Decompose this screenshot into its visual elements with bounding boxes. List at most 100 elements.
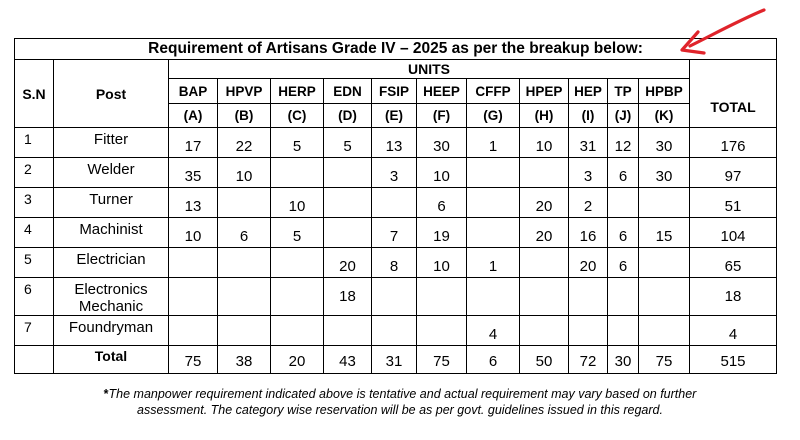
row-value-edn (323, 217, 372, 248)
table-row: 1 Fitter 17 22 5 5 13 30 1 10 31 12 30 176 (14, 127, 778, 158)
row-value-tp (607, 315, 639, 346)
total-value-herp: 20 (270, 345, 324, 374)
row-sn: 4 (14, 217, 54, 248)
row-value-hpvp: 6 (217, 217, 271, 248)
row-post: Turner (53, 187, 169, 218)
unit-code-fsip: (E) (371, 103, 417, 128)
row-sn: 3 (14, 187, 54, 218)
row-value-hpvp: 10 (217, 157, 271, 188)
unit-code-row: (A) (B) (C) (D) (E) (F) (G) (H) (I) (J) (K) (15, 103, 777, 128)
row-value-hpep: 20 (519, 217, 569, 248)
unit-name-bap: BAP (168, 78, 218, 104)
total-row-label: Total (53, 345, 169, 374)
footnote-asterisk: * (103, 387, 109, 401)
row-value-herp (270, 277, 324, 316)
row-value-fsip: 7 (371, 217, 417, 248)
unit-name-cffp: CFFP (466, 78, 520, 104)
row-value-herp (270, 315, 324, 346)
total-value-hpvp: 38 (217, 345, 271, 374)
row-value-herp: 5 (270, 127, 324, 158)
row-value-heep (416, 277, 467, 316)
row-value-hpvp (217, 187, 271, 218)
total-value-hpbp: 75 (638, 345, 690, 374)
row-value-heep: 19 (416, 217, 467, 248)
unit-code-hep: (I) (568, 103, 608, 128)
row-post: Foundryman (53, 315, 169, 346)
row-value-bap: 35 (168, 157, 218, 188)
table-body: 1 Fitter 17 22 5 5 13 30 1 10 31 12 30 176 2 Welder 35 10… (14, 127, 778, 374)
row-value-cffp (466, 277, 520, 316)
row-value-hep: 3 (568, 157, 608, 188)
table-row: 6 Electronics Mechanic 18 18 (14, 277, 778, 316)
row-value-edn: 5 (323, 127, 372, 158)
total-value-fsip: 31 (371, 345, 417, 374)
row-value-bap: 17 (168, 127, 218, 158)
row-post: Machinist (53, 217, 169, 248)
row-value-edn (323, 315, 372, 346)
total-value-hpep: 50 (519, 345, 569, 374)
footnote-text: The manpower requirement indicated above… (108, 387, 697, 417)
units-header: UNITS (168, 59, 690, 79)
row-value-tp: 12 (607, 127, 639, 158)
row-value-cffp (466, 157, 520, 188)
row-value-hpbp (638, 247, 690, 278)
row-value-bap (168, 277, 218, 316)
row-post: Fitter (53, 127, 169, 158)
row-total: 51 (688, 187, 778, 218)
unit-code-bap: (A) (168, 103, 218, 128)
row-value-herp: 10 (270, 187, 324, 218)
row-value-tp (607, 277, 639, 316)
row-post: Electronics Mechanic (53, 277, 169, 316)
row-value-hep: 20 (568, 247, 608, 278)
table-row: 7 Foundryman 4 4 (14, 315, 778, 346)
unit-name-hpep: HPEP (519, 78, 569, 104)
row-value-hpbp (638, 187, 690, 218)
total-value-bap: 75 (168, 345, 218, 374)
row-post: Electrician (53, 247, 169, 278)
grand-total: 515 (688, 345, 778, 374)
row-sn: 1 (14, 127, 54, 158)
row-value-hpvp (217, 315, 271, 346)
row-value-fsip: 3 (371, 157, 417, 188)
row-value-bap: 10 (168, 217, 218, 248)
unit-name-herp: HERP (270, 78, 324, 104)
row-value-hpvp: 22 (217, 127, 271, 158)
row-value-fsip: 13 (371, 127, 417, 158)
row-value-herp: 5 (270, 217, 324, 248)
row-sn: 6 (14, 277, 54, 316)
total-value-cffp: 6 (466, 345, 520, 374)
unit-name-row: BAP HPVP HERP EDN FSIP HEEP CFFP HPEP HEP TP HPBP (15, 78, 777, 104)
row-total: 65 (688, 247, 778, 278)
row-total: 97 (688, 157, 778, 188)
row-value-fsip (371, 315, 417, 346)
row-value-hep: 2 (568, 187, 608, 218)
row-value-fsip (371, 187, 417, 218)
row-value-tp: 6 (607, 247, 639, 278)
unit-code-tp: (J) (607, 103, 639, 128)
row-value-cffp (466, 187, 520, 218)
row-value-heep: 30 (416, 127, 467, 158)
unit-name-hep: HEP (568, 78, 608, 104)
row-value-bap (168, 247, 218, 278)
row-value-herp (270, 247, 324, 278)
row-total: 176 (688, 127, 778, 158)
row-value-bap (168, 315, 218, 346)
row-value-hpep: 20 (519, 187, 569, 218)
row-value-heep: 6 (416, 187, 467, 218)
unit-code-hpbp: (K) (638, 103, 690, 128)
unit-name-tp: TP (607, 78, 639, 104)
row-value-hpep (519, 277, 569, 316)
row-sn: 5 (14, 247, 54, 278)
row-value-edn: 18 (323, 277, 372, 316)
total-value-edn: 43 (323, 345, 372, 374)
table-title: Requirement of Artisans Grade IV – 2025 … (13, 38, 778, 60)
artisans-requirement-table: Requirement of Artisans Grade IV – 2025 … (13, 38, 778, 374)
row-value-cffp (466, 217, 520, 248)
row-total: 4 (688, 315, 778, 346)
unit-code-hpvp: (B) (217, 103, 271, 128)
row-sn: 2 (14, 157, 54, 188)
row-value-hpep (519, 157, 569, 188)
row-value-hpbp (638, 315, 690, 346)
table-row: 5 Electrician 20 8 10 1 20 6 65 (14, 247, 778, 278)
total-row-sn (14, 345, 54, 374)
